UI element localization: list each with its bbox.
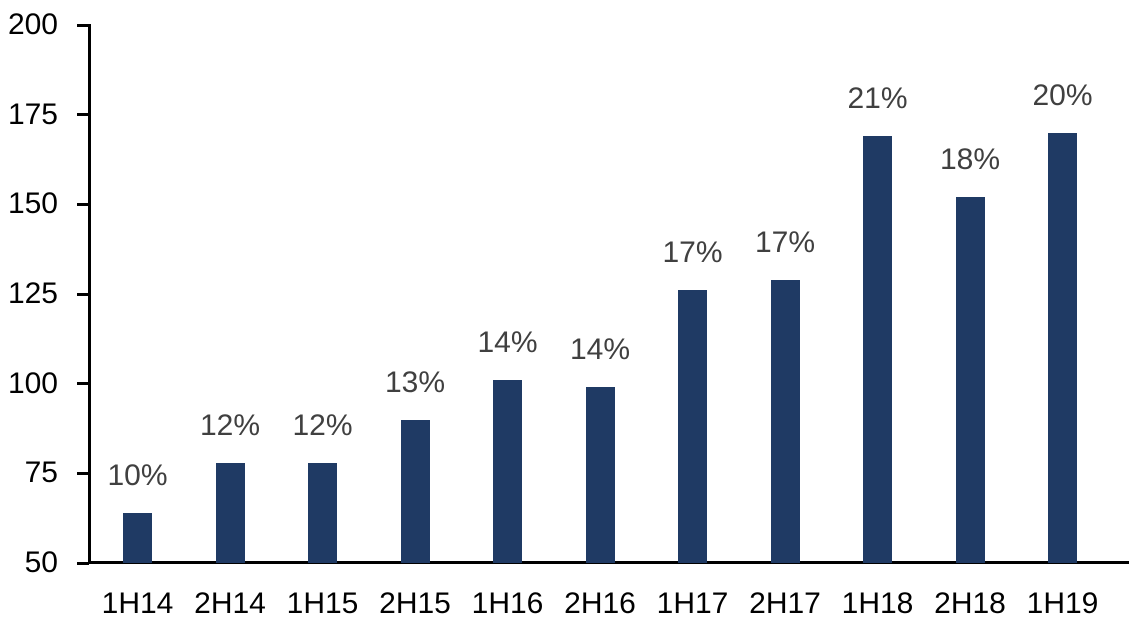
y-axis-tick-label: 175	[7, 97, 58, 131]
bar-2h15	[400, 419, 430, 563]
bar-value-label-1h16: 14%	[477, 326, 538, 360]
bar-value-label-2h16: 14%	[569, 333, 631, 367]
y-axis-tick	[77, 202, 89, 206]
y-axis-tick-label: 50	[24, 546, 58, 579]
bar-1h16	[493, 380, 522, 563]
bar-1h19	[1048, 132, 1077, 563]
bar-value-label-2h17: 17%	[754, 225, 816, 259]
x-axis-label-2h14: 2H14	[194, 587, 266, 620]
bar-value-label-1h15: 12%	[292, 408, 353, 442]
y-axis-tick	[77, 23, 89, 27]
bar-2h18	[955, 197, 985, 563]
bar-value-label-1h18: 21%	[847, 82, 908, 116]
bar-value-label-2h15: 13%	[384, 365, 446, 399]
x-axis-label-1h18: 1H18	[841, 587, 914, 620]
y-axis-tick	[77, 471, 89, 475]
bar-value-label-1h19: 20%	[1032, 78, 1093, 112]
y-axis-tick-label: 100	[7, 366, 58, 400]
bar-1h18	[863, 136, 892, 563]
bar-value-label-2h14: 12%	[199, 408, 261, 442]
x-axis-label-1h16: 1H16	[471, 587, 544, 620]
bar-2h14	[215, 462, 245, 563]
x-axis-label-1h15: 1H15	[286, 587, 359, 620]
y-axis-tick-label: 75	[24, 456, 58, 490]
bar-1h15	[308, 462, 337, 563]
y-axis-tick	[77, 292, 89, 296]
x-axis-label-2h16: 2H16	[564, 587, 636, 620]
bar-value-label-1h14: 10%	[107, 458, 168, 492]
x-axis-label-1h19: 1H19	[1026, 587, 1099, 620]
bar-2h17	[770, 279, 800, 563]
x-axis-label-2h18: 2H18	[934, 587, 1006, 620]
bar-2h16	[585, 387, 615, 563]
bar-1h14	[123, 512, 152, 563]
y-axis-tick	[77, 382, 89, 386]
y-axis-tick	[77, 561, 89, 565]
y-axis-tick-label: 125	[7, 277, 58, 310]
y-axis-tick	[77, 113, 89, 117]
bar-1h17	[678, 290, 707, 563]
y-axis-tick-label: 150	[7, 187, 58, 221]
bar-value-label-2h18: 18%	[939, 143, 1001, 177]
x-axis-label-1h14: 1H14	[101, 587, 174, 620]
y-axis-tick-label: 200	[7, 8, 58, 41]
x-axis-label-2h15: 2H15	[379, 587, 451, 620]
bar-value-label-1h17: 17%	[662, 236, 723, 270]
x-axis-label-1h17: 1H17	[656, 587, 729, 620]
y-axis-line	[88, 24, 91, 564]
x-axis-label-2h17: 2H17	[749, 587, 821, 620]
